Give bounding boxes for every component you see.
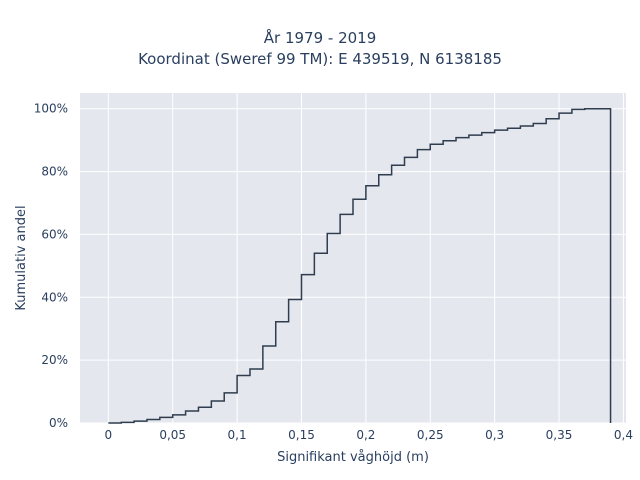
chart-title: År 1979 - 2019 [263, 29, 377, 47]
x-tick-label: 0,4 [614, 428, 633, 442]
y-tick-label: 20% [41, 353, 68, 367]
plot-background [80, 93, 626, 423]
x-tick-label: 0,1 [228, 428, 247, 442]
y-tick-label: 0% [49, 416, 68, 430]
y-tick-label: 100% [34, 102, 68, 116]
x-tick-label: 0,2 [356, 428, 375, 442]
chart-subtitle: Koordinat (Sweref 99 TM): E 439519, N 61… [138, 50, 502, 68]
x-tick-label: 0,25 [417, 428, 444, 442]
y-axis-title: Kumulativ andel [14, 205, 29, 310]
x-tick-label: 0,3 [485, 428, 504, 442]
series-step-line [108, 107, 612, 424]
y-tick-label: 60% [41, 227, 68, 241]
y-tick-label: 40% [41, 290, 68, 304]
x-tick-label: 0,15 [288, 428, 315, 442]
x-tick-label: 0 [105, 428, 113, 442]
x-axis-title: Signifikant våghöjd (m) [277, 450, 429, 465]
x-tick-label: 0,35 [546, 428, 573, 442]
x-tick-label: 0,05 [159, 428, 186, 442]
y-tick-label: 80% [41, 165, 68, 179]
